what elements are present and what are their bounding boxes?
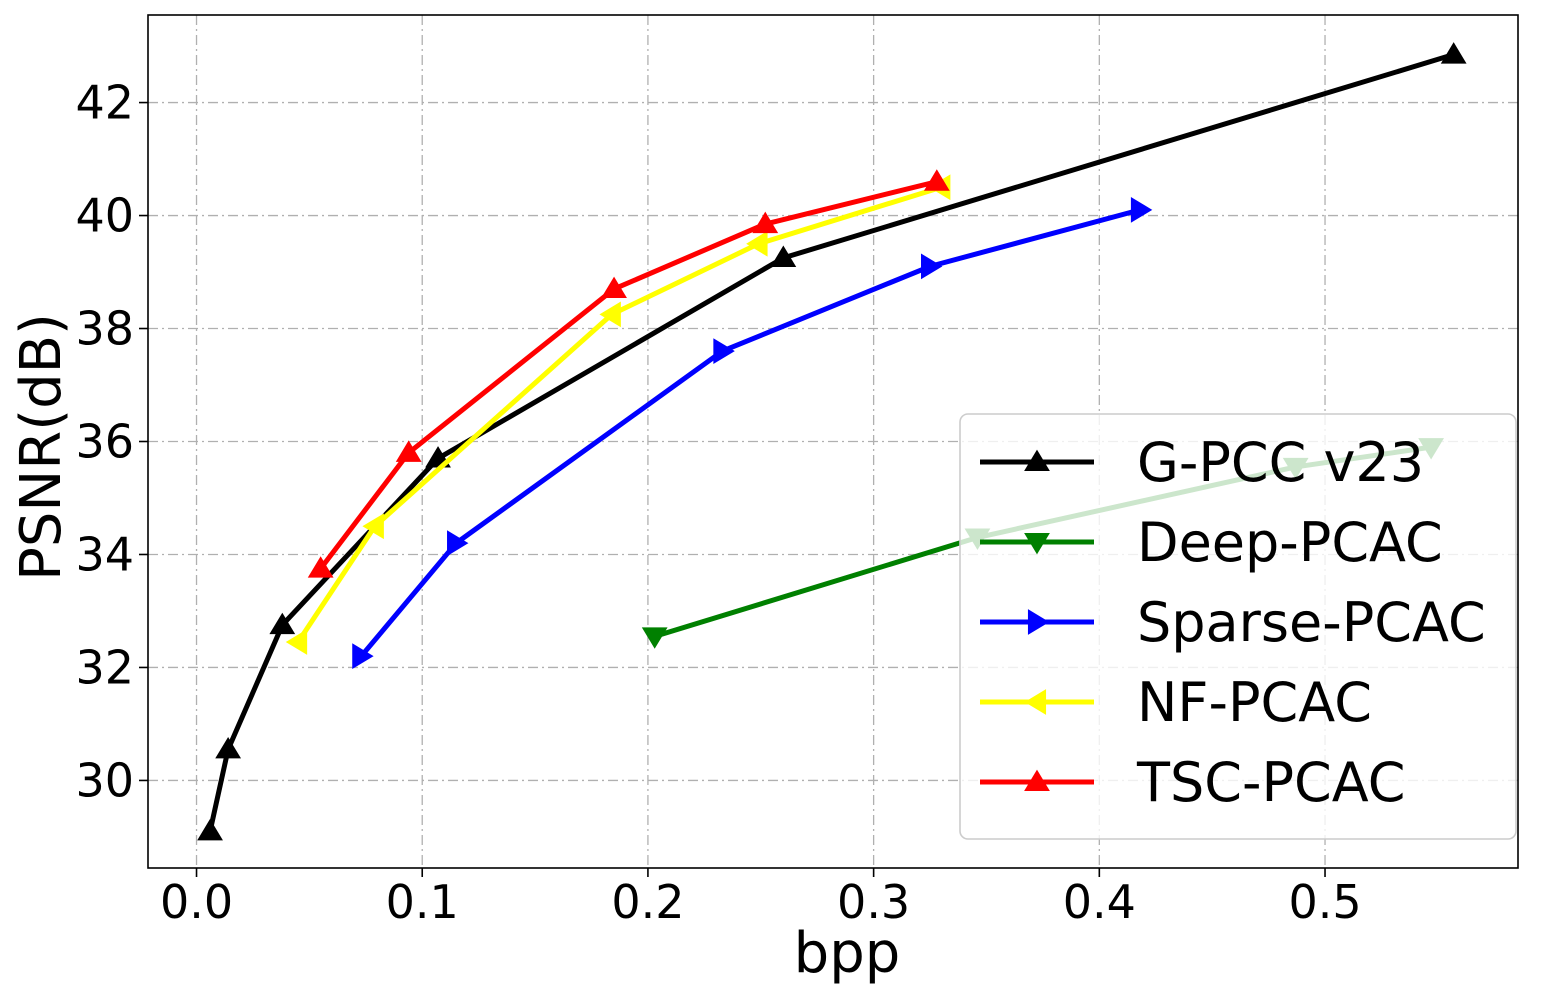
- legend-entry-deep-pcac: Deep-PCAC: [980, 511, 1443, 574]
- data-point-sparse-pcac: [713, 338, 735, 365]
- legend-marker-tsc-pcac: [1024, 769, 1050, 792]
- y-axis-label: PSNR(dB): [9, 313, 74, 581]
- legend-entry-g-pcc-v23: G-PCC v23: [980, 431, 1424, 494]
- legend: G-PCC v23 Deep-PCAC Sparse-PCAC NF-PCAC TSC-…: [959, 413, 1517, 840]
- x-tick-label: 0.3: [837, 875, 910, 929]
- data-point-g-pcc-v23: [770, 245, 797, 267]
- x-tick-label: 0.2: [611, 875, 684, 929]
- data-point-nf-pcac: [362, 513, 384, 540]
- data-point-deep-pcac: [641, 627, 668, 649]
- data-point-sparse-pcac: [352, 643, 374, 670]
- x-tick-label: 0.1: [386, 875, 459, 929]
- series-tsc-pcac: [307, 169, 950, 578]
- data-point-tsc-pcac: [752, 211, 779, 234]
- data-point-nf-pcac: [746, 230, 768, 257]
- data-point-tsc-pcac: [395, 440, 422, 462]
- data-point-tsc-pcac: [307, 556, 334, 578]
- legend-entry-sparse-pcac: Sparse-PCAC: [980, 591, 1486, 654]
- y-tick-label: 32: [75, 640, 134, 694]
- data-point-nf-pcac: [285, 629, 308, 655]
- y-tick-label: 36: [75, 415, 134, 469]
- series-line-g-pcc-v23: [207, 52, 1457, 834]
- x-tick-label: 0.4: [1063, 875, 1136, 929]
- y-tick-label: 34: [75, 527, 134, 581]
- data-point-sparse-pcac: [447, 530, 469, 557]
- legend-label-g-pcc-v23: G-PCC v23: [1137, 431, 1424, 494]
- series-sparse-pcac: [352, 197, 1153, 670]
- x-axis-label: bpp: [794, 921, 901, 986]
- legend-marker-g-pcc-v23: [1024, 449, 1050, 472]
- data-point-g-pcc-v23: [269, 612, 296, 635]
- legend-marker-sparse-pcac: [1027, 609, 1050, 635]
- data-point-sparse-pcac: [1130, 197, 1153, 223]
- data-point-sparse-pcac: [921, 253, 943, 280]
- data-point-tsc-pcac: [601, 276, 627, 299]
- y-tick-label: 42: [75, 76, 134, 130]
- legend-label-deep-pcac: Deep-PCAC: [1137, 511, 1443, 574]
- y-tick-label: 38: [75, 302, 134, 356]
- axis-ticks: 0.0 0.1 0.2 0.3 0.4 0.5 30 32 34 36 38 40 42: [75, 76, 1361, 929]
- x-tick-label: 0.5: [1288, 875, 1361, 929]
- series-layer: [197, 42, 1467, 841]
- legend-label-tsc-pcac: TSC-PCAC: [1136, 751, 1405, 814]
- data-point-nf-pcac: [599, 301, 621, 328]
- data-point-g-pcc-v23: [215, 737, 242, 759]
- y-tick-label: 30: [75, 753, 134, 807]
- data-point-g-pcc-v23: [1440, 42, 1467, 64]
- legend-marker-deep-pcac: [1024, 532, 1050, 555]
- data-point-tsc-pcac: [923, 169, 950, 191]
- data-point-g-pcc-v23: [197, 818, 223, 841]
- y-tick-label: 40: [75, 189, 134, 243]
- legend-marker-nf-pcac: [1024, 689, 1047, 715]
- legend-label-sparse-pcac: Sparse-PCAC: [1137, 591, 1486, 654]
- legend-box: [959, 413, 1517, 840]
- legend-entry-nf-pcac: NF-PCAC: [980, 671, 1372, 734]
- legend-label-nf-pcac: NF-PCAC: [1137, 671, 1372, 734]
- x-tick-label: 0.0: [160, 875, 233, 929]
- legend-entry-tsc-pcac: TSC-PCAC: [980, 751, 1405, 814]
